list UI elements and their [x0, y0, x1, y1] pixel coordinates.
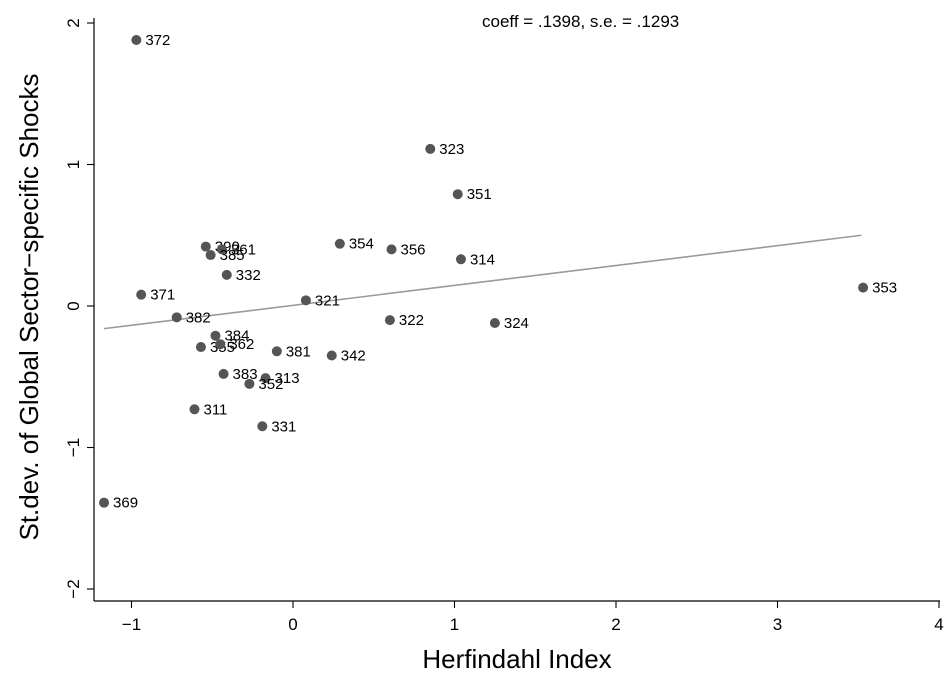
x-tick-label: −1	[122, 615, 141, 634]
point-label: 385	[220, 247, 245, 264]
data-point	[244, 378, 255, 389]
point-label: 324	[504, 315, 529, 332]
x-tick-label: 0	[288, 615, 297, 634]
data-point	[326, 350, 337, 361]
point-label: 369	[113, 495, 138, 512]
data-point	[334, 238, 345, 249]
point-label: 372	[145, 32, 170, 49]
y-tick-label: −2	[64, 579, 83, 598]
data-point	[425, 143, 436, 154]
axes	[93, 18, 940, 602]
point-label: 311	[203, 401, 227, 418]
point-label: 321	[315, 292, 340, 309]
data-point	[189, 404, 200, 415]
data-point	[271, 346, 282, 357]
data-point	[257, 421, 268, 432]
data-point	[489, 317, 500, 328]
y-tick-label: 0	[64, 301, 83, 310]
point-label: 353	[872, 280, 897, 297]
data-point	[218, 368, 229, 379]
point-label: 352	[258, 376, 283, 393]
point-label: 381	[286, 343, 311, 360]
point-label: 382	[186, 309, 211, 326]
x-tick-label: 1	[450, 615, 459, 634]
data-point	[300, 295, 311, 306]
fit-line	[103, 234, 862, 330]
y-tick-label: 1	[64, 160, 83, 169]
point-label: 361	[231, 241, 256, 258]
y-tick-label: −1	[64, 438, 83, 457]
data-point	[195, 342, 206, 353]
data-point	[136, 289, 147, 300]
data-point	[384, 315, 395, 326]
y-axis-title: St.dev. of Global Sector−specific Shocks	[14, 73, 44, 540]
point-label: 371	[150, 287, 175, 304]
point-label: 362	[229, 336, 254, 353]
point-label: 322	[399, 312, 424, 329]
data-point	[99, 497, 110, 508]
data-point	[858, 282, 869, 293]
data-point	[455, 254, 466, 265]
point-label: 314	[470, 251, 495, 268]
x-tick-label: 3	[773, 615, 782, 634]
data-point	[205, 250, 216, 261]
point-label: 356	[401, 241, 426, 258]
data-point	[215, 339, 226, 350]
point-label: 331	[271, 418, 296, 435]
point-label: 332	[236, 267, 261, 284]
data-point	[260, 373, 271, 384]
point-label: 342	[341, 348, 366, 365]
data-point	[131, 34, 142, 45]
data-point	[386, 244, 397, 255]
point-label: 313	[275, 370, 300, 387]
y-tick-label: 2	[64, 18, 83, 27]
x-axis-title: Herfindahl Index	[422, 644, 611, 674]
data-point	[200, 241, 211, 252]
x-tick-label: 4	[934, 615, 943, 634]
point-label: 383	[233, 366, 258, 383]
point-label: 351	[467, 186, 492, 203]
regression-annotation: coeff = .1398, s.e. = .1293	[482, 12, 679, 31]
data-point	[216, 244, 227, 255]
data-point	[452, 189, 463, 200]
ticks: −1 0 1 2 3 4 −2 −1 0 1 2	[64, 18, 944, 634]
data-point	[171, 312, 182, 323]
point-label: 323	[439, 141, 464, 158]
data-point	[221, 269, 232, 280]
point-label: 354	[349, 236, 374, 253]
point-label: 384	[224, 328, 249, 345]
x-tick-label: 2	[611, 615, 620, 634]
data-point	[210, 330, 221, 341]
